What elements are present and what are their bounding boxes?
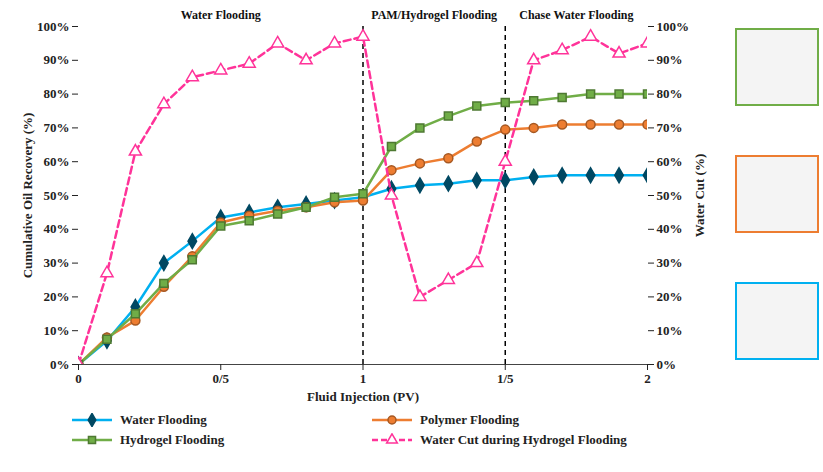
svg-text:50%: 50%: [657, 188, 683, 203]
svg-text:1: 1: [360, 371, 367, 386]
svg-text:60%: 60%: [44, 154, 70, 169]
svg-text:30%: 30%: [657, 255, 683, 270]
svg-text:2: 2: [644, 371, 651, 386]
svg-text:1/5: 1/5: [497, 371, 514, 386]
svg-text:60%: 60%: [657, 154, 683, 169]
svg-text:10%: 10%: [44, 323, 70, 338]
svg-text:70%: 70%: [44, 120, 70, 135]
html-text:Water Flooding: Water Flooding: [120, 412, 207, 427]
svg-text:Fluid Injection (PV): Fluid Injection (PV): [307, 389, 419, 404]
svg-text:Water Cut (%): Water Cut (%): [692, 154, 707, 238]
svg-text:80%: 80%: [44, 86, 70, 101]
html-text:Polymer Flooding: Polymer Flooding: [420, 412, 520, 427]
svg-text:Water Flooding: Water Flooding: [181, 8, 261, 22]
svg-text:80%: 80%: [657, 86, 683, 101]
svg-text:0%: 0%: [50, 357, 70, 372]
svg-text:90%: 90%: [44, 52, 70, 67]
svg-text:PAM/Hydrogel Flooding: PAM/Hydrogel Flooding: [371, 8, 497, 22]
svg-text:40%: 40%: [657, 221, 683, 236]
svg-text:10%: 10%: [657, 323, 683, 338]
svg-text:50%: 50%: [44, 188, 70, 203]
svg-text:90%: 90%: [657, 52, 683, 67]
svg-text:70%: 70%: [657, 120, 683, 135]
svg-text:100%: 100%: [37, 19, 70, 34]
svg-text:Chase Water Flooding: Chase Water Flooding: [519, 8, 633, 22]
svg-text:20%: 20%: [44, 289, 70, 304]
svg-text:Cumulative Oil Recovery (%): Cumulative Oil Recovery (%): [20, 113, 35, 279]
svg-text:100%: 100%: [657, 19, 690, 34]
html-text:Hydrogel Flooding: Hydrogel Flooding: [120, 432, 225, 447]
svg-text:20%: 20%: [657, 289, 683, 304]
svg-text:0/5: 0/5: [212, 371, 229, 386]
svg-text:30%: 30%: [44, 255, 70, 270]
svg-text:40%: 40%: [44, 221, 70, 236]
html-text:Water Cut during Hydrogel Floo: Water Cut during Hydrogel Flooding: [420, 432, 627, 447]
svg-text:0: 0: [75, 371, 82, 386]
svg-text:0%: 0%: [657, 357, 677, 372]
